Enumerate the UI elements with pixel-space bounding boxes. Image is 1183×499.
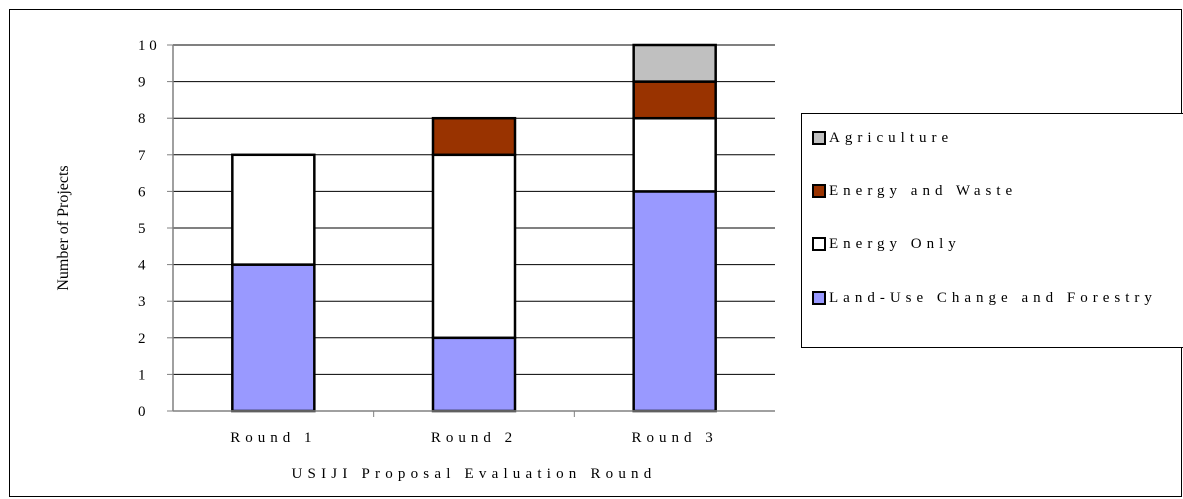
bars [231,43,717,413]
legend-label: Energy and Waste [829,183,1018,199]
legend-label: Energy Only [829,236,961,252]
y-tick-label: 7 [138,148,146,164]
y-tick-label: 5 [138,221,146,237]
legend-swatch [812,291,826,305]
legend-item: Energy Only [812,234,1169,254]
y-tick-label: 2 [138,331,146,347]
y-tick-label: 9 [138,75,146,91]
bar-segment [632,43,717,83]
x-category-label: Round 3 [632,430,718,446]
bar-segment [632,80,717,120]
legend-label: Land-Use Change and Forestry [829,290,1157,306]
y-tick-label: 1 [138,367,146,383]
y-tick-label: 6 [138,184,146,200]
y-tick-labels: 0 1 2 3 4 5 6 7 8 9 1 0 [138,38,157,420]
y-tick-label: 1 0 [138,38,157,54]
legend-item: Land-Use Change and Forestry [812,288,1169,308]
bar-segment [431,116,517,157]
bar-segment [231,153,316,266]
legend-swatch [812,237,826,251]
x-category-label: Round 2 [431,430,517,446]
y-tick-label: 3 [138,294,146,310]
bar-segment [632,116,717,193]
legend-item: Agriculture [812,128,1169,148]
y-tick-label: 4 [138,258,146,274]
bar-segment [231,263,316,413]
legend-swatch [812,131,826,145]
bar-segment [632,190,717,413]
y-axis-title: Number of Projects [55,165,72,290]
y-tick-label: 8 [138,111,146,127]
y-tick-label: 0 [138,404,146,420]
legend: Agriculture Energy and Waste Energy Only La… [801,113,1183,348]
bar-segment [431,336,517,413]
x-axis-title: USIJI Proposal Evaluation Round [292,466,657,482]
x-category-label: Round 1 [230,430,316,446]
bar-segment [431,153,517,340]
axes [167,44,775,417]
legend-label: Agriculture [829,130,954,146]
legend-item: Energy and Waste [812,181,1169,201]
legend-swatch [812,184,826,198]
x-category-labels: Round 1 Round 2 Round 3 [230,430,718,446]
